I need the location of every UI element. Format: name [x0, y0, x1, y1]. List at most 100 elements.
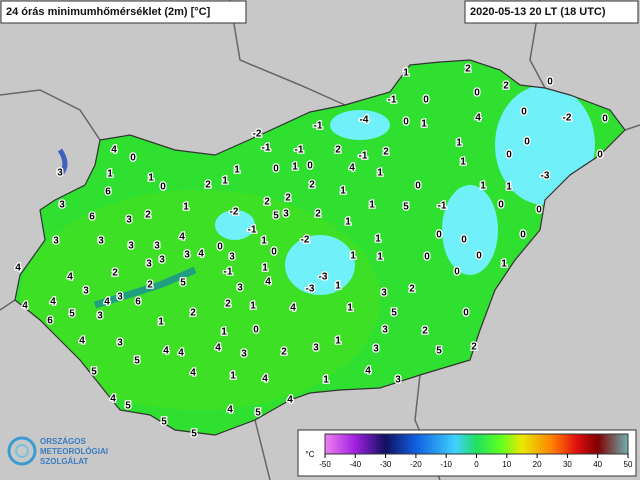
legend-tick-label: -10	[440, 460, 452, 469]
station-value: 1	[335, 281, 341, 292]
legend-tick-label: 50	[624, 460, 633, 469]
station-value: 3	[373, 344, 379, 355]
station-value: 0	[524, 137, 530, 148]
station-value: 4	[365, 366, 371, 377]
color-bar	[324, 433, 629, 455]
time-box	[464, 0, 639, 24]
legend-tick-label: -30	[380, 460, 392, 469]
station-value: 3	[159, 255, 165, 266]
station-value: 3	[382, 325, 388, 336]
station-value: 6	[105, 187, 111, 198]
station-value: 4	[110, 394, 116, 405]
station-value: -1	[388, 95, 397, 106]
station-value: 1	[480, 181, 486, 192]
station-value: 2	[383, 147, 389, 158]
station-value: 3	[97, 311, 103, 322]
station-value: 6	[47, 316, 53, 327]
station-value: 4	[227, 405, 233, 416]
station-value: 4	[290, 303, 296, 314]
station-value: 3	[184, 250, 190, 261]
station-value: 3	[237, 283, 243, 294]
station-value: 0	[424, 252, 430, 263]
legend-unit: °C	[306, 450, 315, 459]
station-value: 3	[381, 288, 387, 299]
station-value: 5	[161, 417, 167, 428]
station-value: 0	[498, 200, 504, 211]
station-value: 1	[460, 157, 466, 168]
station-value: 1	[148, 173, 154, 184]
legend-tick-label: 20	[533, 460, 542, 469]
station-value: -3	[306, 284, 315, 295]
station-value: 4	[349, 163, 355, 174]
station-value: 0	[436, 230, 442, 241]
station-value: 1	[323, 375, 329, 386]
station-value: 0	[506, 150, 512, 161]
station-value: 4	[111, 145, 117, 156]
legend-tick-label: 40	[593, 460, 602, 469]
station-value: -3	[319, 272, 328, 283]
station-value: 3	[126, 215, 132, 226]
legend-tick-label: -50	[319, 460, 331, 469]
station-value: 0	[474, 88, 480, 99]
station-value: 6	[89, 212, 95, 223]
station-value: 1	[501, 259, 507, 270]
station-value: 2	[471, 342, 477, 353]
station-value: 1	[377, 252, 383, 263]
station-value: 0	[271, 247, 277, 258]
legend-tick-label: 10	[502, 460, 511, 469]
station-value: 0	[423, 95, 429, 106]
station-value: 1	[506, 182, 512, 193]
station-value: 1	[350, 251, 356, 262]
station-value: 4	[163, 346, 169, 357]
station-value: 4	[178, 348, 184, 359]
station-value: 0	[415, 181, 421, 192]
station-value: 0	[521, 107, 527, 118]
station-value: 3	[59, 200, 65, 211]
station-value: 0	[130, 153, 136, 164]
station-value: -3	[541, 171, 550, 182]
logo: ORSZÁGOS METEOROLÓGIAI SZOLGÁLAT	[7, 436, 108, 466]
station-value: 4	[67, 272, 73, 283]
station-value: 3	[117, 292, 123, 303]
station-value: 2	[147, 280, 153, 291]
station-value: 4	[22, 301, 28, 312]
station-value: 5	[273, 211, 279, 222]
logo-text: ORSZÁGOS	[40, 437, 86, 446]
station-value: -2	[253, 129, 262, 140]
station-value: 0	[403, 117, 409, 128]
station-value: 5	[255, 408, 261, 419]
station-value: 3	[53, 236, 59, 247]
station-value: 1	[375, 234, 381, 245]
station-value: 1	[221, 327, 227, 338]
station-value: 0	[273, 164, 279, 175]
station-value: 5	[91, 367, 97, 378]
station-value: 2	[309, 180, 315, 191]
station-value: 1	[292, 162, 298, 173]
station-value: 4	[79, 336, 85, 347]
timestamp: 2020-05-13 20 LT (18 UTC)	[470, 6, 606, 18]
station-value: 1	[456, 138, 462, 149]
station-value: 4	[198, 249, 204, 260]
station-value: 1	[262, 263, 268, 274]
station-value: 1	[335, 336, 341, 347]
legend-tick-label: -40	[350, 460, 362, 469]
station-value: 2	[145, 210, 151, 221]
station-value: -2	[230, 207, 239, 218]
station-value: -1	[295, 145, 304, 156]
station-value: 1	[369, 200, 375, 211]
station-value: 0	[307, 161, 313, 172]
station-value: 2	[281, 347, 287, 358]
station-value: -1	[248, 225, 257, 236]
station-value: 6	[135, 297, 141, 308]
station-value: 2	[315, 209, 321, 220]
station-value: -1	[224, 267, 233, 278]
station-value: 2	[335, 145, 341, 156]
station-value: 2	[465, 64, 471, 75]
station-value: 1	[345, 217, 351, 228]
station-value: 5	[69, 309, 75, 320]
station-value: 3	[154, 241, 160, 252]
station-value: -2	[301, 235, 310, 246]
station-value: 5	[191, 429, 197, 440]
station-value: 3	[395, 375, 401, 386]
station-value: 3	[313, 343, 319, 354]
